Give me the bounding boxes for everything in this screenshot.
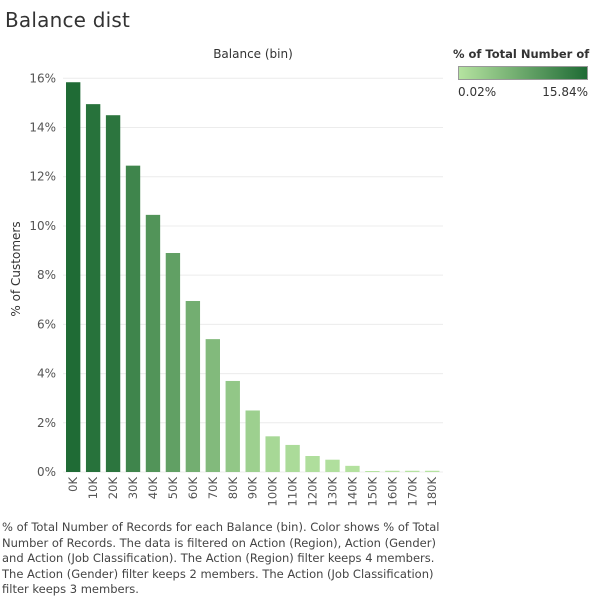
y-tick-label: 6% [37,317,56,331]
bar-110K[interactable] [285,444,300,472]
bar-150K[interactable] [365,471,380,472]
x-tick-label: 20K [106,477,120,500]
bar-20K[interactable] [105,115,121,472]
y-tick-label: 16% [29,71,56,85]
bar-130K[interactable] [325,459,340,472]
bar-40K[interactable] [145,214,161,472]
sheet-title: Balance dist [5,8,131,32]
bar-60K[interactable] [185,300,201,472]
y-tick-label: 0% [37,465,56,479]
legend-min-label: 0.02% [458,85,497,99]
bar-70K[interactable] [205,339,220,472]
bar-170K[interactable] [405,470,420,472]
y-tick-label: 4% [37,367,56,381]
y-tick-label: 2% [37,416,56,430]
x-tick-label: 80K [226,477,240,500]
x-tick-label: 40K [146,477,160,500]
color-legend-gradient[interactable] [458,66,588,80]
y-axis-ticks: 0% 2% 4% 6% 8% 10% 12% 14% 16% [29,71,56,479]
y-tick-label: 8% [37,268,56,282]
y-axis-label: % of Customers [9,221,23,316]
y-tick-label: 14% [29,121,56,135]
bar-180K[interactable] [425,470,440,472]
x-tick-label: 150K [365,477,379,507]
x-tick-label: 160K [385,477,399,507]
bars [66,82,440,473]
bar-140K[interactable] [345,465,360,472]
x-tick-label: 180K [425,477,439,507]
bar-90K[interactable] [245,410,260,472]
bar-80K[interactable] [225,380,240,472]
x-axis-ticks: 0K 10K 20K 30K 40K 50K 60K 70K 80K 90K 100K 110K 120… [66,477,439,507]
x-tick-label: 100K [266,477,280,507]
chart-title: Balance (bin) [213,47,293,61]
bar-50K[interactable] [165,253,181,472]
x-tick-label: 90K [246,477,260,500]
chart-caption: % of Total Number of Records for each Ba… [2,520,440,596]
x-tick-label: 140K [345,477,359,507]
bar-0K[interactable] [66,82,81,473]
x-tick-label: 110K [286,477,300,507]
x-tick-label: 60K [186,477,200,500]
legend-max-label: 15.84% [542,85,588,99]
x-tick-label: 0K [66,477,80,492]
bar-30K[interactable] [125,165,141,472]
x-tick-label: 30K [126,477,140,500]
bar-120K[interactable] [305,456,320,472]
bar-160K[interactable] [385,470,400,472]
bar-100K[interactable] [265,436,280,472]
y-tick-label: 10% [29,219,56,233]
bar-10K[interactable] [85,104,101,472]
legend-title[interactable]: % of Total Number of R.. [453,47,591,61]
bar-chart: 0% 2% 4% 6% 8% 10% 12% 14% 16% 0K 10K 20K 30K 40K 50K… [9,47,443,507]
x-tick-label: 70K [206,477,220,500]
y-tick-label: 12% [29,170,56,184]
x-tick-label: 50K [166,477,180,500]
x-tick-label: 120K [306,477,320,507]
x-tick-label: 130K [325,477,339,507]
x-tick-label: 170K [405,477,419,507]
x-tick-label: 10K [86,477,100,500]
